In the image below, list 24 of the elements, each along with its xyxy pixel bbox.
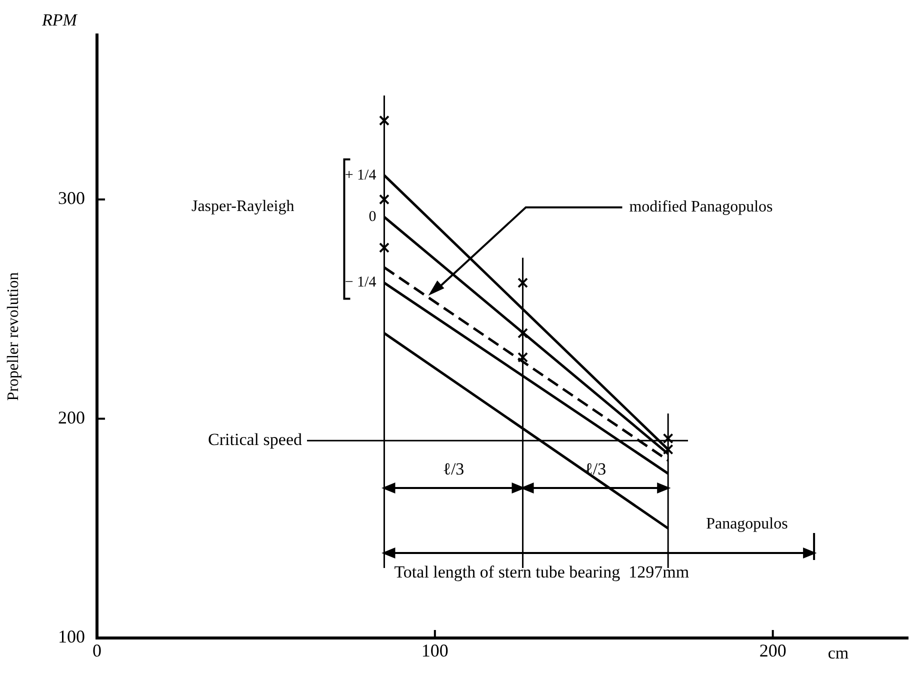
point [518,278,528,288]
point [518,328,528,338]
y-tick-label: 200 [58,407,85,428]
point [378,115,390,126]
text: Panagopulos [706,516,788,533]
series-label: 0 [368,208,376,225]
annotation: Jasper-Rayleigh [191,198,294,216]
annotation: ℓ/3 [442,459,464,478]
point [378,194,390,205]
x-tick-label: 200 [759,640,786,661]
series-label: − 1/4 [344,274,377,291]
text: RPM [41,10,78,30]
series-label: + 1/4 [344,167,377,184]
y-tick-label: 300 [58,188,85,208]
point [378,242,390,253]
y-axis-title: Propeller revolution [4,272,22,401]
annotation: Total length of stern tube bearing 1297mm [394,562,690,582]
x-tick-label: 100 [421,640,448,661]
text: cm [828,643,849,662]
y-tick-label: 100 [58,626,85,647]
x-tick-label: 0 [92,640,102,661]
text: modified Panagopulos [629,198,773,216]
ref-line-label: Critical speed [208,430,302,450]
point [518,352,528,363]
